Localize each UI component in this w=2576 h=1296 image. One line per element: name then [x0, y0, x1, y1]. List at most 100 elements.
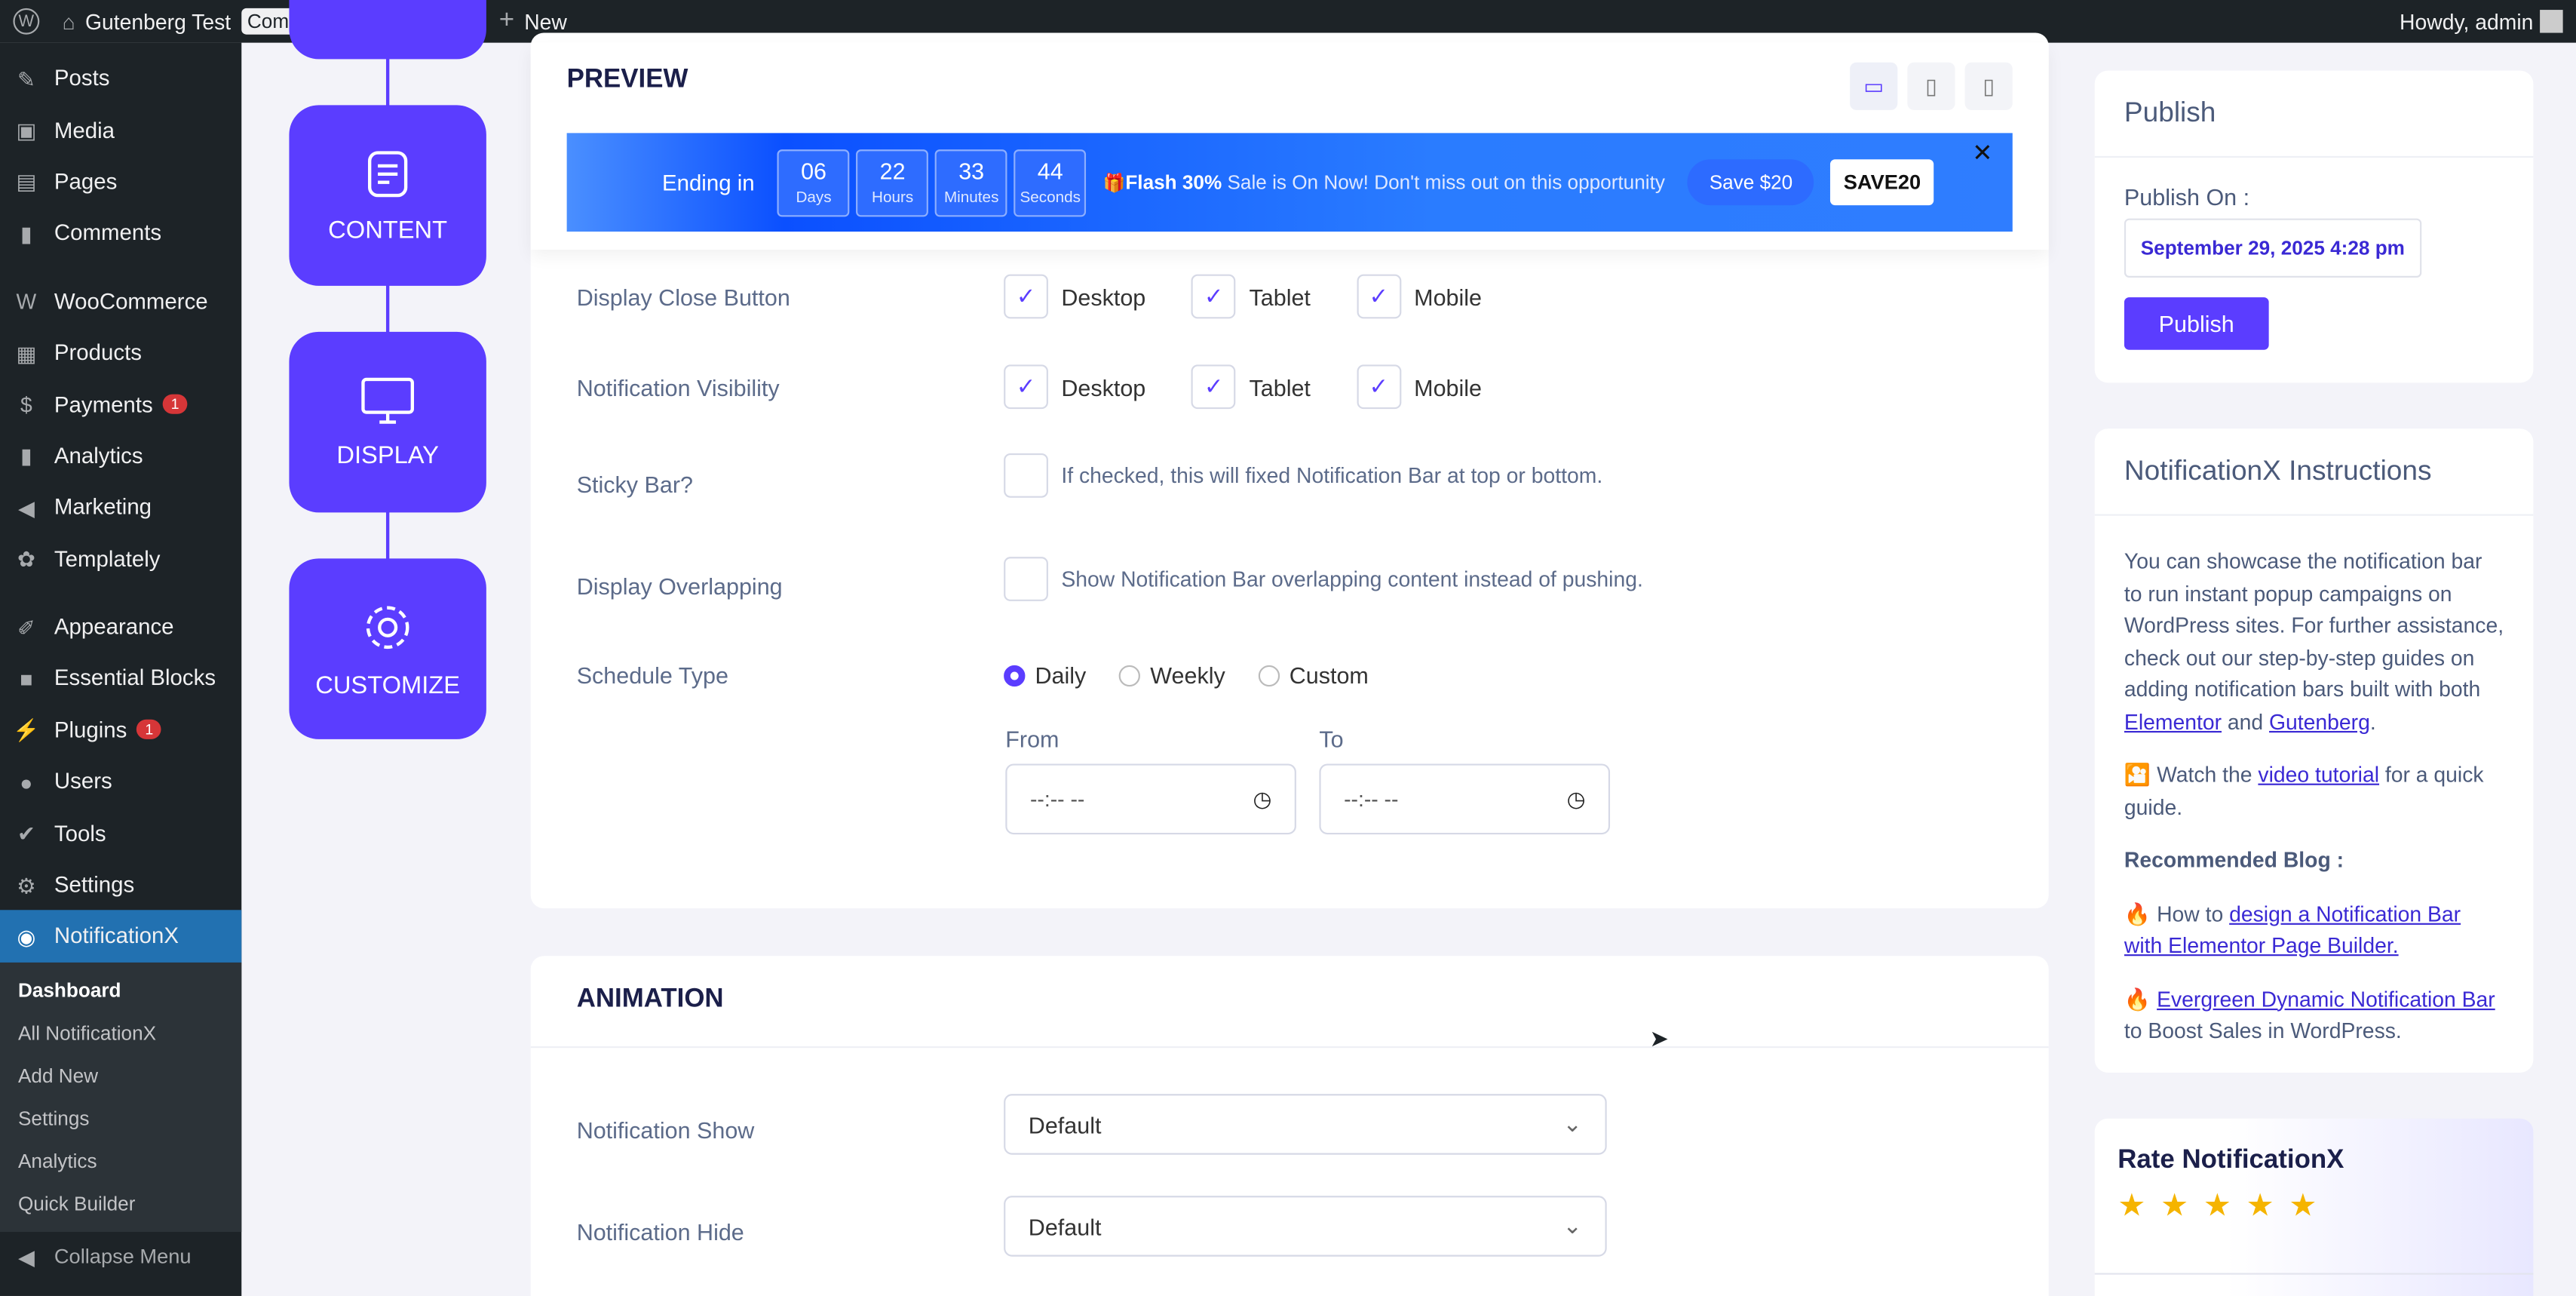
video-tutorial-link[interactable]: video tutorial [2258, 762, 2380, 787]
radio-button[interactable] [1258, 664, 1280, 686]
checkbox-checked[interactable]: ✓ [1356, 364, 1401, 410]
notification-show-select[interactable]: Default ⌄ [1004, 1094, 1607, 1155]
animation-card: ANIMATION Notification Show Default ⌄ Not… [530, 956, 2049, 1296]
howdy-link[interactable]: Howdy, admin [2400, 8, 2534, 34]
sidebar-item-notificationx[interactable]: ◉ NotificationX [0, 910, 242, 963]
notification-hide-select[interactable]: Default ⌄ [1004, 1196, 1607, 1257]
sidebar-item-analytics[interactable]: ▮ Analytics [0, 430, 241, 481]
sidebar-item-users[interactable]: ● Users [0, 756, 241, 807]
schedule-label: Schedule Type [576, 662, 728, 689]
submenu-item[interactable]: All NotificationX [17, 1021, 157, 1045]
radio-button[interactable] [1004, 664, 1026, 686]
countdown-value: 22 [879, 158, 906, 184]
checkbox-option[interactable]: ✓ Mobile [1356, 274, 1482, 319]
radio-button[interactable] [1118, 664, 1141, 686]
sticky-checkbox[interactable] [1004, 453, 1048, 498]
sidebar-item-templately[interactable]: ✿ Templately [0, 533, 241, 585]
close-icon[interactable]: ✕ [1972, 140, 1993, 168]
sidebar-item-comments[interactable]: ▮ Comments [0, 207, 241, 259]
step-label: CUSTOMIZE [315, 671, 461, 699]
sidebar-item-essential-blocks[interactable]: ■ Essential Blocks [0, 653, 241, 704]
sidebar-item-media[interactable]: ▣ Media [0, 104, 241, 155]
sidebar-item-plugins[interactable]: ⚡ Plugins 1 [0, 704, 241, 755]
publish-button[interactable]: Publish [2124, 297, 2269, 350]
show-label: Notification Show [576, 1116, 755, 1144]
schedule-radio-daily[interactable]: Daily [1004, 662, 1086, 688]
step-previous[interactable] [289, 0, 486, 60]
home-icon: ⌂ [62, 8, 75, 34]
device-tablet-button[interactable]: ▯ [1907, 62, 1955, 110]
sidebar-item-pages[interactable]: ▤ Pages [0, 155, 241, 207]
publish-date-input[interactable]: September 29, 2025 4:28 pm [2124, 218, 2421, 278]
elementor-link[interactable]: Elementor [2124, 708, 2222, 734]
submenu-item[interactable]: Settings [17, 1106, 90, 1130]
submenu-item[interactable]: Analytics [17, 1149, 97, 1172]
checkbox-checked[interactable]: ✓ [1004, 364, 1048, 410]
star-icon[interactable]: ★ [2203, 1189, 2246, 1224]
sidebar-item-tools[interactable]: ✔ Tools [0, 807, 241, 858]
checkbox-checked[interactable]: ✓ [1004, 274, 1048, 319]
from-time-input[interactable]: --:-- -- ◷ [1005, 763, 1296, 835]
checkbox-option[interactable]: ✓ Desktop [1004, 364, 1145, 410]
megaphone-icon: ◀ [17, 496, 35, 521]
checkbox-checked[interactable]: ✓ [1356, 274, 1401, 319]
checkbox-checked[interactable]: ✓ [1191, 274, 1237, 319]
sidebar-item-marketing[interactable]: ◀ Marketing [0, 481, 241, 533]
checkbox-option[interactable]: ✓ Tablet [1191, 364, 1311, 410]
blog-link-evergreen[interactable]: Evergreen Dynamic Notification Bar [2157, 986, 2495, 1012]
divider [2094, 1273, 2534, 1275]
star-icon[interactable]: ★ [2118, 1189, 2160, 1224]
plus-icon: + [498, 6, 515, 35]
device-mobile-button[interactable]: ▯ [1964, 62, 2013, 110]
star-icon[interactable]: ★ [2289, 1189, 2332, 1224]
media-icon: ▣ [16, 118, 37, 143]
sidebar-item-products[interactable]: ▦ Products [0, 327, 241, 378]
sidebar-item-posts[interactable]: ✎ Posts [0, 53, 241, 104]
schedule-radio-custom[interactable]: Custom [1258, 662, 1369, 688]
checkbox-option[interactable]: ✓ Mobile [1356, 364, 1482, 410]
to-time-input[interactable]: --:-- -- ◷ [1319, 763, 1611, 835]
step-content[interactable]: CONTENT [289, 105, 486, 286]
submenu-item[interactable]: Quick Builder [17, 1192, 136, 1215]
sidebar-item-payments[interactable]: $ Payments 1 [0, 379, 241, 430]
hide-value: Default [1028, 1213, 1102, 1239]
wordpress-logo-icon[interactable]: W [13, 8, 40, 35]
step-customize[interactable]: CUSTOMIZE [289, 558, 486, 739]
checkbox-checked[interactable]: ✓ [1191, 364, 1237, 410]
submenu-item[interactable]: Dashboard [17, 978, 121, 1002]
sidebar-item-appearance[interactable]: ✐ Appearance [0, 601, 241, 653]
site-name-link[interactable]: Gutenberg Test [84, 8, 232, 34]
checkbox-option[interactable]: ✓ Tablet [1191, 274, 1311, 319]
sidebar-item-woocommerce[interactable]: W WooCommerce [0, 275, 241, 327]
admin-sidebar: ✎ Posts ▣ Media ▤ Pages ▮ Comments W WooCommerce ▦… [0, 42, 242, 1296]
star-icon[interactable]: ★ [2246, 1189, 2289, 1224]
checkbox-option[interactable]: ✓ Desktop [1004, 274, 1145, 319]
schedule-radio-weekly[interactable]: Weekly [1118, 662, 1225, 688]
sidebar-item-label: Settings [54, 872, 135, 897]
rating-stars[interactable]: ★★★★★ [2118, 1187, 2332, 1225]
preview-title: PREVIEW [566, 66, 688, 94]
woo-icon: W [16, 289, 37, 315]
countdown: 06 Days 22 Hours 33 Minutes 44 Seconds [777, 149, 1087, 217]
avatar[interactable] [2540, 10, 2563, 33]
device-desktop-button[interactable]: ▭ [1850, 62, 1898, 110]
submenu-item[interactable]: Add New [17, 1064, 99, 1087]
bar-message-text: Sale is On Now! Don't miss out on this o… [1222, 170, 1665, 194]
countdown-value: 06 [801, 158, 827, 184]
step-display[interactable]: DISPLAY [289, 331, 486, 513]
sidebar-item-settings[interactable]: ⚙ Settings [0, 858, 241, 910]
overlap-checkbox[interactable] [1004, 557, 1048, 601]
hide-label: Notification Hide [576, 1218, 744, 1245]
coupon-code[interactable]: SAVE20 [1830, 159, 1934, 206]
save-button[interactable]: Save $20 [1688, 159, 1814, 206]
pages-icon: ▤ [16, 170, 37, 195]
blog-link-design[interactable]: design a Notification Bar with Elementor… [2124, 901, 2461, 958]
countdown-unit: 22 Hours [856, 149, 929, 217]
collapse-menu-button[interactable]: ◀ Collapse Menu [0, 1231, 241, 1282]
recommended-blog-heading: Recommended Blog : [2124, 847, 2344, 873]
gutenberg-link[interactable]: Gutenberg [2269, 708, 2370, 734]
star-icon[interactable]: ★ [2160, 1189, 2203, 1224]
fire-icon: 🔥 [2124, 986, 2157, 1012]
instructions-title: NotificationX Instructions [2094, 428, 2534, 516]
new-link[interactable]: New [524, 8, 567, 34]
